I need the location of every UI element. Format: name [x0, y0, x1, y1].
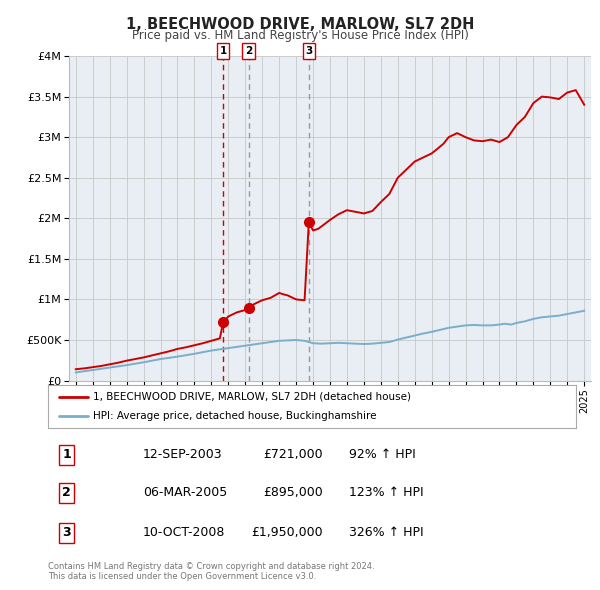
Text: Contains HM Land Registry data © Crown copyright and database right 2024.: Contains HM Land Registry data © Crown c…: [48, 562, 374, 571]
Text: 123% ↑ HPI: 123% ↑ HPI: [349, 486, 424, 499]
Text: 3: 3: [62, 526, 71, 539]
Text: HPI: Average price, detached house, Buckinghamshire: HPI: Average price, detached house, Buck…: [93, 411, 376, 421]
Text: Price paid vs. HM Land Registry's House Price Index (HPI): Price paid vs. HM Land Registry's House …: [131, 30, 469, 42]
Text: 12-SEP-2003: 12-SEP-2003: [143, 448, 223, 461]
Text: £895,000: £895,000: [263, 486, 323, 499]
Text: 92% ↑ HPI: 92% ↑ HPI: [349, 448, 416, 461]
Text: 10-OCT-2008: 10-OCT-2008: [143, 526, 226, 539]
Text: £1,950,000: £1,950,000: [251, 526, 323, 539]
Text: 2: 2: [62, 486, 71, 499]
Text: £721,000: £721,000: [263, 448, 323, 461]
Text: 326% ↑ HPI: 326% ↑ HPI: [349, 526, 424, 539]
Text: 1: 1: [220, 46, 227, 56]
Text: 1, BEECHWOOD DRIVE, MARLOW, SL7 2DH: 1, BEECHWOOD DRIVE, MARLOW, SL7 2DH: [126, 17, 474, 31]
Text: 2: 2: [245, 46, 252, 56]
Text: 06-MAR-2005: 06-MAR-2005: [143, 486, 227, 499]
Text: 1: 1: [62, 448, 71, 461]
Text: This data is licensed under the Open Government Licence v3.0.: This data is licensed under the Open Gov…: [48, 572, 316, 581]
Text: 3: 3: [305, 46, 313, 56]
Text: 1, BEECHWOOD DRIVE, MARLOW, SL7 2DH (detached house): 1, BEECHWOOD DRIVE, MARLOW, SL7 2DH (det…: [93, 392, 411, 402]
